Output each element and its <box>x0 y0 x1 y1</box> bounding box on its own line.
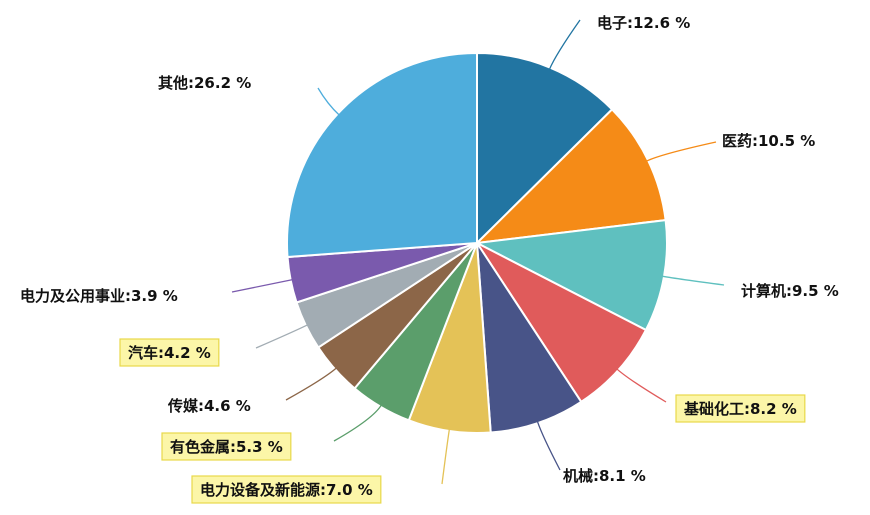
leader-line-5 <box>441 428 451 485</box>
slice-value-label-2: 9.5 % <box>792 282 839 300</box>
pie-label-2: 计算机: 9.5 % <box>741 282 839 300</box>
pie-label-10: 其他: 26.2 % <box>158 74 251 92</box>
pie-label-3: 基础化工: 8.2 % <box>675 394 806 423</box>
leader-line-9 <box>231 278 293 293</box>
slice-value-label-5: 7.0 % <box>326 481 373 499</box>
pie-slice-10 <box>286 51 478 259</box>
pie-label-4: 机械: 8.1 % <box>563 467 646 485</box>
slice-value-label-7: 4.6 % <box>204 397 251 415</box>
slice-name-label-6: 有色金属: <box>170 438 236 456</box>
label-highlight-box-6 <box>161 432 292 461</box>
label-highlight-box-5 <box>191 475 382 504</box>
slice-value-label-1: 10.5 % <box>758 132 815 150</box>
pie-label-5: 电力设备及新能源: 7.0 % <box>191 475 382 504</box>
pie-label-8: 汽车: 4.2 % <box>119 338 220 367</box>
slice-name-label-10: 其他: <box>158 74 194 92</box>
slice-name-label-8: 汽车: <box>128 344 164 362</box>
leader-line-10 <box>317 87 340 116</box>
pie-label-0: 电子: 12.6 % <box>597 14 690 32</box>
leader-lines-layer <box>231 19 725 485</box>
leader-line-0 <box>548 19 581 70</box>
slice-value-label-8: 4.2 % <box>164 344 211 362</box>
pie-label-6: 有色金属: 5.3 % <box>161 432 292 461</box>
slice-name-label-2: 计算机: <box>741 282 792 300</box>
leader-line-3 <box>616 368 667 403</box>
slice-name-label-1: 医药: <box>722 132 758 150</box>
slice-name-label-0: 电子: <box>597 14 633 32</box>
pie-label-7: 传媒: 4.6 % <box>167 397 251 415</box>
leader-line-2 <box>661 275 725 286</box>
slice-value-label-10: 26.2 % <box>194 74 251 92</box>
slice-name-label-9: 电力及公用事业: <box>20 287 131 305</box>
slice-value-label-4: 8.1 % <box>599 467 646 485</box>
slice-value-label-3: 8.2 % <box>750 400 797 418</box>
pie-label-1: 医药: 10.5 % <box>722 132 815 150</box>
leader-line-8 <box>255 324 308 349</box>
label-highlight-box-8 <box>119 338 220 367</box>
leader-line-7 <box>285 367 337 401</box>
slice-name-label-3: 基础化工: <box>683 400 750 418</box>
pie-label-9: 电力及公用事业: 3.9 % <box>20 287 178 305</box>
slice-name-label-5: 电力设备及新能源: <box>200 481 326 499</box>
leader-line-6 <box>333 404 382 442</box>
slice-name-label-7: 传媒: <box>167 397 204 415</box>
slice-value-label-0: 12.6 % <box>633 14 690 32</box>
slice-name-label-4: 机械: <box>563 467 599 485</box>
leader-line-1 <box>646 141 717 162</box>
slice-value-label-6: 5.3 % <box>236 438 283 456</box>
labels-layer: 电子: 12.6 % 医药: 10.5 % 计算机: 9.5 % 基础化工: 8.2 … <box>20 14 839 504</box>
label-highlight-box-3 <box>675 394 806 423</box>
leader-line-4 <box>536 420 561 471</box>
slices-layer <box>286 51 668 434</box>
slice-value-label-9: 3.9 % <box>131 287 178 305</box>
